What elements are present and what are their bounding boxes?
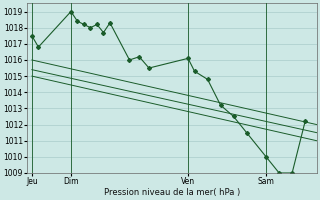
X-axis label: Pression niveau de la mer( hPa ): Pression niveau de la mer( hPa ) bbox=[104, 188, 240, 197]
